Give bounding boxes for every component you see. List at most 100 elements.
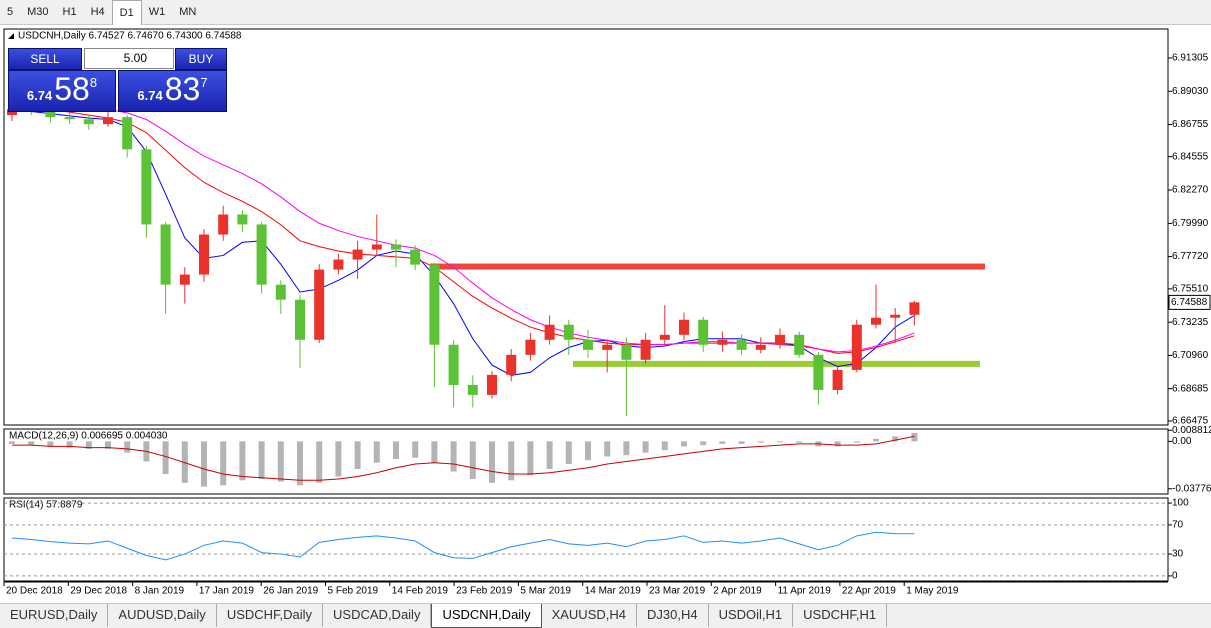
candle-body <box>429 264 440 345</box>
candle-body <box>583 339 593 350</box>
panel-frame <box>3 497 1169 582</box>
macd-bar <box>738 441 745 444</box>
candle-body <box>794 334 805 355</box>
chart-tab[interactable]: USDCNH,Daily <box>431 604 542 628</box>
macd-bar <box>85 441 92 449</box>
candle-body <box>525 339 536 355</box>
macd-bar <box>469 441 476 480</box>
candle-body <box>544 324 555 340</box>
candle-body <box>851 324 862 370</box>
timeframe-button[interactable]: 5 <box>7 6 14 18</box>
macd-bar <box>661 441 668 451</box>
macd-bar <box>642 441 649 453</box>
macd-bar <box>431 441 438 463</box>
candle-body <box>141 149 152 225</box>
candle-body <box>371 244 382 250</box>
ask-price[interactable]: 6.74 83 7 <box>118 70 227 112</box>
candle-body <box>333 259 344 270</box>
candle-body <box>256 224 267 285</box>
chart-tab[interactable]: XAUUSD,H4 <box>542 604 637 627</box>
panel-frame <box>3 428 1169 495</box>
x-tick-label: 5 Mar 2019 <box>520 586 571 597</box>
sell-button[interactable]: SELL <box>8 48 82 70</box>
macd-bar <box>412 441 419 458</box>
x-tick-label: 8 Jan 2019 <box>135 586 185 597</box>
macd-bar <box>373 441 380 463</box>
macd-bar <box>700 441 707 446</box>
y-tick-label: 70 <box>1172 520 1184 531</box>
x-tick-label: 23 Feb 2019 <box>456 586 513 597</box>
candle-body <box>391 244 401 250</box>
toolbar: 5 M30 H1 H4 D1 W1 MN <box>0 0 1211 25</box>
candle-body <box>199 234 209 275</box>
candle-body <box>295 299 305 340</box>
x-tick-label: 5 Feb 2019 <box>328 586 379 597</box>
chart-tab[interactable]: USDCAD,Daily <box>323 604 432 627</box>
macd-bar <box>757 441 764 443</box>
candle-body <box>314 269 325 340</box>
chart-tab[interactable]: DJ30,H4 <box>637 604 709 627</box>
timeframe-button[interactable]: M30 <box>27 6 49 18</box>
ask-main: 83 <box>164 71 201 107</box>
timeframe-button[interactable]: MN <box>179 6 197 18</box>
panel-title: USDCNH,Daily 6.74527 6.74670 6.74300 6.7… <box>18 31 242 42</box>
candle-body <box>237 214 248 225</box>
buy-button[interactable]: BUY <box>175 48 227 70</box>
chart-tabs: EURUSD,Daily AUDUSD,Daily USDCHF,Daily USDC… <box>0 603 1211 628</box>
y-tick-label: 30 <box>1172 549 1184 560</box>
macd-bar <box>316 441 323 483</box>
candle-body <box>160 224 171 285</box>
panel-title: MACD(12,26,9) 0.006695 0.004030 <box>9 431 168 442</box>
timeframe-button[interactable]: D1 <box>111 0 142 25</box>
y-tick-label: 6.82270 <box>1172 185 1209 196</box>
macd-bar <box>777 441 783 443</box>
macd-bar <box>47 441 54 447</box>
moving-average <box>11 102 915 354</box>
candle-body <box>103 117 113 125</box>
y-tick-label: 0.008812 <box>1172 425 1211 436</box>
horizontal-level <box>573 360 980 367</box>
macd-bar <box>335 441 342 477</box>
x-tick-label: 14 Feb 2019 <box>392 586 449 597</box>
macd-bar <box>853 441 860 443</box>
candle-body <box>736 339 747 350</box>
chart-tab[interactable]: USDOil,H1 <box>709 604 794 627</box>
x-tick-label: 11 Apr 2019 <box>778 586 832 597</box>
chart-tab[interactable]: USDCHF,H1 <box>793 604 888 627</box>
bid-main: 58 <box>54 71 90 107</box>
x-tick-label: 2 Apr 2019 <box>713 586 762 597</box>
candle-body <box>659 334 670 340</box>
macd-bar <box>9 441 15 444</box>
chart-tab[interactable]: USDCHF,Daily <box>217 604 324 627</box>
candle-body <box>352 249 363 260</box>
chart-tab[interactable]: AUDUSD,Daily <box>108 604 217 627</box>
panel-frame <box>3 28 1169 426</box>
candle-body <box>640 339 651 360</box>
macd-bar <box>892 436 899 442</box>
macd-bar <box>681 441 687 447</box>
x-tick-label: 22 Apr 2019 <box>842 586 896 597</box>
macd-bar <box>873 438 879 442</box>
ask-big: 6.74 <box>137 88 163 103</box>
bid-price[interactable]: 6.74 58 8 <box>8 70 116 112</box>
macd-bar <box>124 441 131 453</box>
lot-input[interactable]: 5.00 <box>84 48 174 69</box>
macd-bar <box>604 441 611 457</box>
candle-body <box>717 339 728 345</box>
y-tick-label: 6.75510 <box>1172 284 1209 295</box>
candle-body <box>563 324 574 340</box>
timeframe-button[interactable]: H4 <box>90 6 105 18</box>
macd-bar <box>66 441 73 448</box>
macd-bar <box>277 441 284 482</box>
timeframe-button[interactable]: W1 <box>148 6 166 18</box>
macd-bar <box>105 441 111 449</box>
y-tick-label: 0 <box>1172 571 1178 582</box>
timeframe-button[interactable]: H1 <box>62 6 77 18</box>
y-tick-label: 6.73235 <box>1172 317 1209 328</box>
macd-bar <box>220 441 227 486</box>
candle-body <box>83 119 94 125</box>
chart-tab[interactable]: EURUSD,Daily <box>0 604 109 627</box>
macd-bar <box>911 432 918 442</box>
panel-title: RSI(14) 57.8879 <box>9 500 83 511</box>
y-tick-label: 6.66475 <box>1172 416 1209 427</box>
